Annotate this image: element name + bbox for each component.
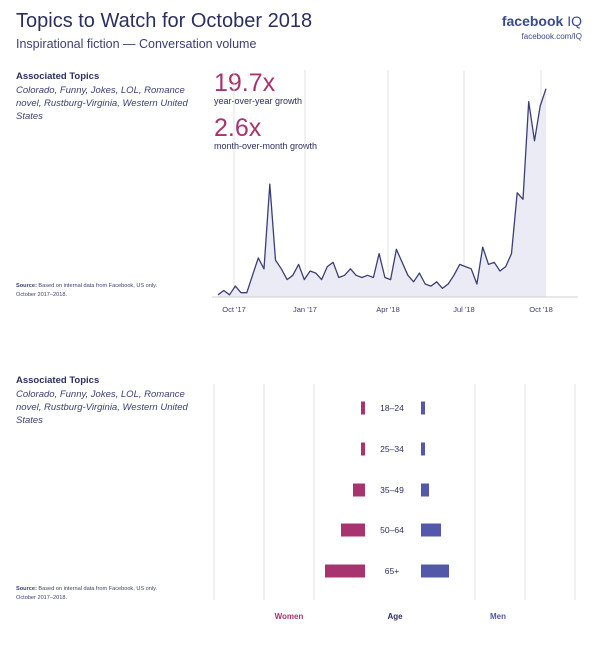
brand-suffix: IQ <box>567 13 582 29</box>
age-chart-grid <box>213 384 576 600</box>
brand-url: facebook.com/IQ <box>521 32 582 41</box>
top-source-label: Source: <box>16 283 37 289</box>
women-bar <box>361 401 365 415</box>
volume-x-tick-label: Jan '17 <box>293 305 317 314</box>
bottom-source-text: Based on internal data from Facebook, US… <box>16 586 158 601</box>
women-bar <box>325 564 365 578</box>
bottom-associated-topics-title: Associated Topics <box>16 375 100 386</box>
volume-x-tick-label: Apr '18 <box>376 305 400 314</box>
yoy-growth-value: 19.7x <box>214 69 276 97</box>
age-chart-labels: 18–24 25–34 35–49 50–64 65+ Women Age Men <box>275 403 506 621</box>
age-chart-bars <box>325 401 449 578</box>
top-associated-topics-title: Associated Topics <box>16 71 100 82</box>
page-title: Topics to Watch for October 2018 <box>16 10 313 32</box>
age-group-label: 50–64 <box>380 525 404 535</box>
yoy-growth-label: year-over-year growth <box>214 96 303 106</box>
brand-logo: facebook IQ <box>502 13 582 29</box>
mom-growth-value: 2.6x <box>214 114 262 142</box>
men-bar <box>421 442 425 456</box>
page-subtitle: Inspirational fiction — Conversation vol… <box>16 37 257 51</box>
top-source-note: Source: Based on internal data from Face… <box>16 282 176 300</box>
volume-x-tick-label: Oct '17 <box>222 305 246 314</box>
volume-chart-x-ticks: Oct '17 Jan '17 Apr '18 Jul '18 Oct '18 <box>222 305 553 314</box>
age-axis-label: Age <box>387 612 403 621</box>
women-legend-label: Women <box>275 612 304 621</box>
age-group-label: 18–24 <box>380 403 404 413</box>
bottom-source-note: Source: Based on internal data from Face… <box>16 585 176 603</box>
age-group-label: 65+ <box>385 566 399 576</box>
bottom-associated-topics-list: Colorado, Funny, Jokes, LOL, Romance nov… <box>16 389 188 426</box>
brand-name: facebook <box>501 13 564 29</box>
men-legend-label: Men <box>490 612 506 621</box>
men-bar <box>421 401 425 415</box>
mom-growth-label: month-over-month growth <box>214 141 318 151</box>
volume-series-line <box>217 88 547 296</box>
men-bar <box>421 523 441 537</box>
women-bar <box>353 483 365 497</box>
bottom-source-label: Source: <box>16 586 37 592</box>
volume-x-tick-label: Oct '18 <box>529 305 553 314</box>
top-associated-topics-list: Colorado, Funny, Jokes, LOL, Romance nov… <box>16 85 188 122</box>
top-source-text: Based on internal data from Facebook, US… <box>16 283 158 298</box>
women-bar <box>361 442 365 456</box>
men-bar <box>421 564 449 578</box>
age-group-label: 35–49 <box>380 485 404 495</box>
volume-x-tick-label: Jul '18 <box>453 305 474 314</box>
men-bar <box>421 483 429 497</box>
age-group-label: 25–34 <box>380 444 404 454</box>
women-bar <box>341 523 365 537</box>
volume-area-fill <box>218 88 546 297</box>
conversation-volume-chart: Oct '17 Jan '17 Apr '18 Jul '18 Oct '18 <box>212 70 578 314</box>
